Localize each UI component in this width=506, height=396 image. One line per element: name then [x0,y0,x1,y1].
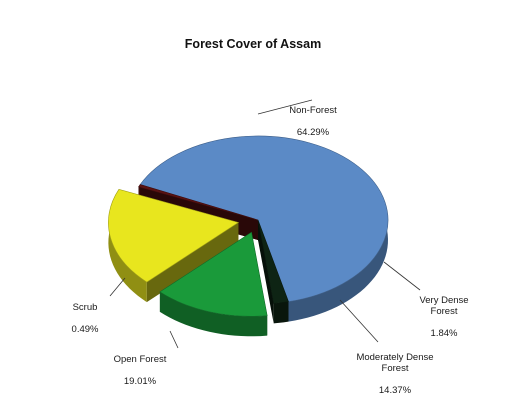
label-open-forest: Open Forest 19.01% [95,343,185,387]
slice-name-very-dense-forest: Very Dense Forest [419,295,469,317]
leader-moderately-dense-forest [339,299,379,343]
pie-chart [108,99,421,349]
leader-non-forest [257,99,313,115]
slice-pct-scrub: 0.49% [71,324,99,335]
pie-slice-very-dense-forest [257,219,289,304]
chart-title: Forest Cover of Assam [184,37,322,51]
pie-wall-very-dense-forest-1 [258,220,274,324]
slice-name-scrub: Scrub [72,302,98,313]
leader-very-dense-forest [383,261,421,291]
leader-open-forest [169,330,179,349]
pie-wall-open-forest-0 [146,222,239,303]
pie-top-layer [108,135,389,317]
pie-rim-open-forest [108,189,147,303]
label-non-forest: Non-Forest 64.29% [268,94,358,138]
slice-pct-very-dense-forest: 1.84% [430,328,458,339]
slice-pct-open-forest: 19.01% [123,376,157,387]
chart-frame: Forest Cover of Assam Non-Forest 64.29% … [60,37,484,396]
slice-name-non-forest: Non-Forest [289,105,337,116]
pie-slice-moderately-dense-forest [159,231,268,317]
slice-name-moderately-dense-forest: Moderately Dense Forest [356,352,434,374]
label-scrub: Scrub 0.49% [60,291,110,335]
pie-slice-scrub [138,184,259,221]
leader-lines [109,99,421,349]
label-moderately-dense-forest: Moderately Dense Forest 14.37% [335,341,455,396]
slice-name-open-forest: Open Forest [113,354,167,365]
pie-slice-non-forest [139,135,389,302]
slice-pct-non-forest: 64.29% [296,127,330,138]
label-very-dense-forest: Very Dense Forest 1.84% [404,284,484,339]
leader-scrub [109,277,126,297]
pie-rim-very-dense-forest [273,301,289,324]
pie-slice-open-forest [108,188,240,283]
pie-rim-moderately-dense-forest [159,291,268,337]
